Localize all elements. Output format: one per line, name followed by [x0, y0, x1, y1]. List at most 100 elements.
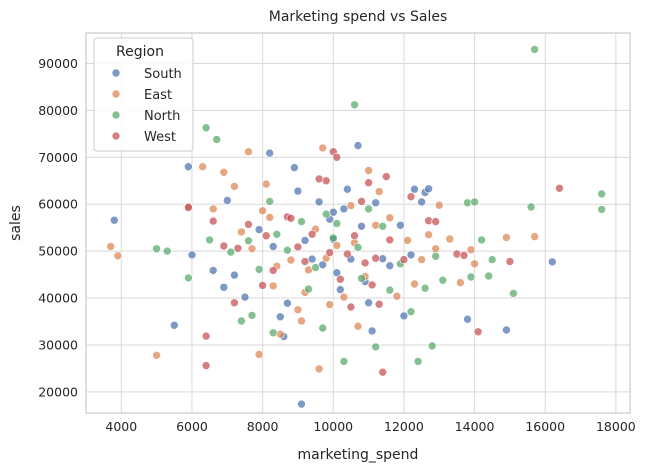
data-point-south [307, 254, 317, 264]
data-point-south [254, 225, 264, 234]
data-point-east [244, 147, 253, 156]
data-point-north [265, 197, 275, 206]
data-point-west [452, 249, 462, 259]
data-point-west [473, 327, 483, 337]
data-point-east [293, 305, 303, 315]
data-point-west [332, 153, 342, 162]
series-east [106, 143, 539, 374]
data-point-west [201, 331, 211, 341]
data-point-north [427, 341, 437, 351]
data-point-south [240, 292, 250, 302]
data-point-north [463, 198, 472, 208]
x-axis-label: marketing_spend [298, 447, 419, 463]
y-tick-label: 50000 [38, 244, 78, 259]
data-point-north [420, 283, 430, 293]
legend-box [93, 37, 194, 152]
data-point-south [385, 261, 395, 271]
data-point-north [237, 316, 246, 326]
data-point-south [417, 197, 426, 207]
data-point-south [357, 222, 366, 231]
data-point-west [268, 266, 278, 275]
data-point-north [378, 222, 388, 231]
data-point-east [258, 206, 267, 216]
data-point-south [314, 197, 324, 207]
data-point-south [424, 184, 433, 194]
data-point-west [406, 192, 416, 201]
data-point-west [300, 257, 310, 266]
data-point-east [417, 255, 426, 264]
x-tick-label: 10000 [313, 419, 353, 434]
data-point-north [350, 100, 359, 110]
data-point-west [293, 242, 303, 252]
data-point-south [547, 257, 557, 267]
data-point-east [219, 168, 229, 177]
legend: Region South East North West [93, 37, 194, 152]
x-tick-labels: 4000 6000 8000 10000 12000 14000 16000 18000 [105, 419, 635, 434]
legend-label-west: West [144, 130, 176, 145]
data-point-north [431, 251, 441, 261]
data-point-south [335, 285, 345, 294]
data-point-north [254, 265, 264, 274]
data-point-south [364, 298, 373, 308]
data-point-east [297, 316, 306, 326]
data-point-north [477, 235, 486, 245]
y-tick-label: 40000 [38, 291, 78, 306]
data-point-north [438, 275, 448, 285]
data-point-south [170, 320, 179, 330]
x-tick-label: 18000 [596, 419, 636, 434]
data-point-south [410, 184, 419, 194]
data-point-south [339, 204, 349, 214]
data-point-north [212, 135, 221, 144]
data-point-south [297, 399, 306, 409]
data-point-west [381, 172, 391, 181]
data-point-east [268, 281, 278, 291]
data-point-east [346, 201, 356, 210]
data-point-east [275, 329, 285, 339]
data-point-north [530, 45, 539, 54]
data-point-south [275, 312, 285, 322]
data-point-north [268, 328, 278, 338]
data-point-north [304, 284, 313, 294]
data-point-north [597, 205, 607, 214]
legend-marker-east [111, 89, 121, 99]
data-point-west [555, 184, 564, 193]
data-point-north [353, 243, 363, 252]
data-point-west [314, 174, 324, 184]
x-tick-label: 12000 [384, 419, 424, 434]
data-point-south [293, 186, 303, 196]
data-point-west [307, 230, 317, 239]
data-point-east [403, 236, 412, 245]
data-point-east [530, 232, 539, 241]
data-point-east [286, 255, 296, 265]
data-point-north [247, 311, 257, 320]
data-point-north [466, 272, 476, 282]
data-point-east [208, 204, 218, 214]
chart-title: Marketing spend vs Sales [269, 9, 448, 25]
data-point-west [346, 302, 356, 312]
data-point-west [505, 257, 515, 266]
data-point-east [374, 187, 384, 196]
data-point-south [332, 268, 342, 278]
legend-title: Region [116, 44, 164, 60]
series-west [184, 147, 564, 377]
data-point-east [237, 227, 246, 237]
data-point-north [328, 233, 338, 243]
data-point-south [399, 311, 409, 321]
data-point-north [357, 274, 366, 283]
data-point-west [230, 298, 239, 308]
data-point-west [219, 241, 229, 251]
data-point-west [244, 220, 253, 229]
data-point-north [406, 307, 416, 317]
data-point-south [328, 207, 338, 217]
y-tick-label: 20000 [38, 384, 78, 399]
data-point-south [290, 163, 299, 172]
y-axis-label: sales [8, 205, 24, 241]
data-point-west [364, 178, 373, 187]
data-point-east [364, 166, 373, 175]
data-point-east [466, 245, 476, 254]
series-south [110, 141, 557, 409]
data-point-south [343, 184, 352, 194]
data-point-south [268, 242, 278, 251]
data-point-north [244, 236, 253, 246]
